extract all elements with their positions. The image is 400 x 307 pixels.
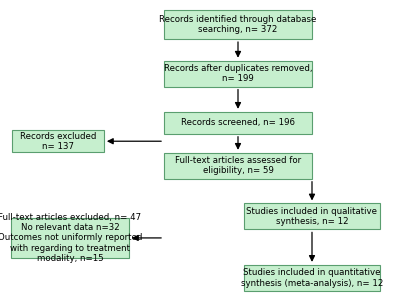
FancyBboxPatch shape	[164, 60, 312, 87]
Text: Records excluded
n= 137: Records excluded n= 137	[20, 131, 96, 151]
FancyBboxPatch shape	[164, 153, 312, 179]
Text: Studies included in qualitative
synthesis, n= 12: Studies included in qualitative synthesi…	[246, 207, 378, 226]
Text: Records screened, n= 196: Records screened, n= 196	[181, 118, 295, 127]
FancyBboxPatch shape	[164, 10, 312, 39]
Text: Full-text articles excluded, n= 47
No relevant data n=32
Outcomes not uniformly : Full-text articles excluded, n= 47 No re…	[0, 213, 142, 263]
FancyBboxPatch shape	[244, 203, 380, 230]
Text: Records after duplicates removed,
n= 199: Records after duplicates removed, n= 199	[164, 64, 312, 84]
FancyBboxPatch shape	[164, 112, 312, 134]
Text: Studies included in quantitative
synthesis (meta-analysis), n= 12: Studies included in quantitative synthes…	[241, 268, 383, 288]
FancyBboxPatch shape	[12, 130, 104, 152]
FancyBboxPatch shape	[244, 265, 380, 291]
Text: Full-text articles assessed for
eligibility, n= 59: Full-text articles assessed for eligibil…	[175, 156, 301, 176]
Text: Records identified through database
searching, n= 372: Records identified through database sear…	[159, 15, 317, 34]
FancyBboxPatch shape	[11, 218, 129, 258]
